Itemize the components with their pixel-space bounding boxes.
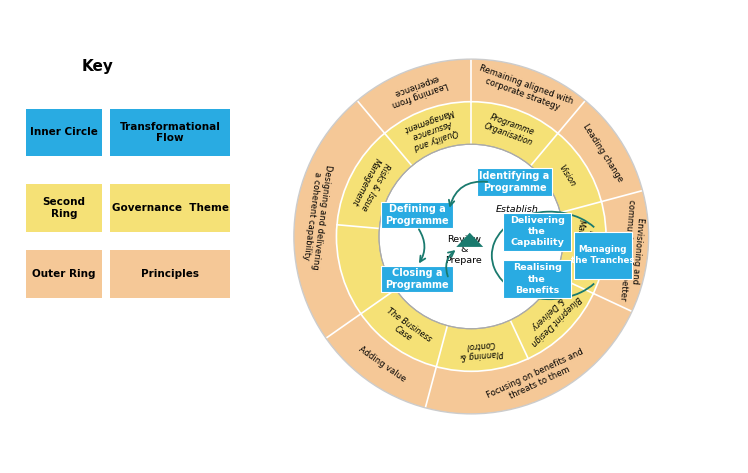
- Text: Transformational
Flow: Transformational Flow: [120, 122, 221, 143]
- FancyBboxPatch shape: [110, 184, 230, 232]
- Text: Adding value: Adding value: [357, 345, 407, 384]
- FancyBboxPatch shape: [477, 168, 552, 196]
- Text: Review
&
Prepare: Review & Prepare: [445, 235, 482, 265]
- FancyBboxPatch shape: [503, 260, 571, 298]
- FancyBboxPatch shape: [574, 231, 632, 279]
- Text: Establish: Establish: [496, 204, 539, 214]
- FancyBboxPatch shape: [110, 109, 230, 156]
- Text: Designing and delivering
a coherent capability: Designing and delivering a coherent capa…: [300, 162, 333, 270]
- Text: Planning &
Control: Planning & Control: [459, 338, 503, 361]
- Text: Governance  Theme: Governance Theme: [111, 203, 229, 213]
- FancyBboxPatch shape: [110, 251, 230, 298]
- Text: Defining a
Programme: Defining a Programme: [385, 204, 450, 227]
- Text: Identifying a
Programme: Identifying a Programme: [479, 171, 550, 193]
- Ellipse shape: [379, 144, 563, 329]
- FancyBboxPatch shape: [26, 109, 102, 156]
- Text: Focusing on benefits and
threats to them: Focusing on benefits and threats to them: [485, 347, 589, 409]
- Text: Closing a
Programme: Closing a Programme: [385, 268, 450, 290]
- Text: Risks & Issue
Management: Risks & Issue Management: [350, 156, 391, 212]
- Text: Remaining aligned with
corporate strategy: Remaining aligned with corporate strateg…: [475, 64, 574, 116]
- Text: The Business
Case: The Business Case: [379, 307, 433, 352]
- Text: Managing
the Tranches: Managing the Tranches: [571, 245, 635, 265]
- Text: Key: Key: [82, 59, 113, 74]
- Polygon shape: [294, 59, 649, 414]
- Polygon shape: [337, 102, 606, 371]
- FancyBboxPatch shape: [381, 266, 453, 292]
- FancyBboxPatch shape: [26, 184, 102, 232]
- Text: Blueprint Design
& Delivery: Blueprint Design & Delivery: [521, 286, 582, 347]
- FancyBboxPatch shape: [26, 251, 102, 298]
- Text: Benefits
Management: Benefits Management: [572, 219, 596, 273]
- Text: Inner Circle: Inner Circle: [30, 127, 98, 138]
- Text: Delivering
the
Capability: Delivering the Capability: [509, 216, 565, 247]
- Text: Principles: Principles: [141, 269, 199, 280]
- Text: Outer Ring: Outer Ring: [32, 269, 96, 280]
- Text: Programme
Organisation: Programme Organisation: [482, 112, 538, 148]
- FancyBboxPatch shape: [503, 213, 571, 251]
- Text: Second
Ring: Second Ring: [43, 197, 85, 219]
- Text: Vision: Vision: [557, 163, 577, 188]
- Text: Leading change: Leading change: [581, 122, 625, 184]
- Polygon shape: [456, 233, 483, 247]
- Text: Learning from
experience: Learning from experience: [387, 70, 449, 109]
- Text: Realising
the
Benefits: Realising the Benefits: [512, 263, 562, 295]
- FancyBboxPatch shape: [381, 202, 453, 228]
- Text: Envisioning and
communicating a better
future: Envisioning and communicating a better f…: [607, 198, 646, 302]
- Text: Quality and
Assurance
Management: Quality and Assurance Management: [402, 107, 462, 153]
